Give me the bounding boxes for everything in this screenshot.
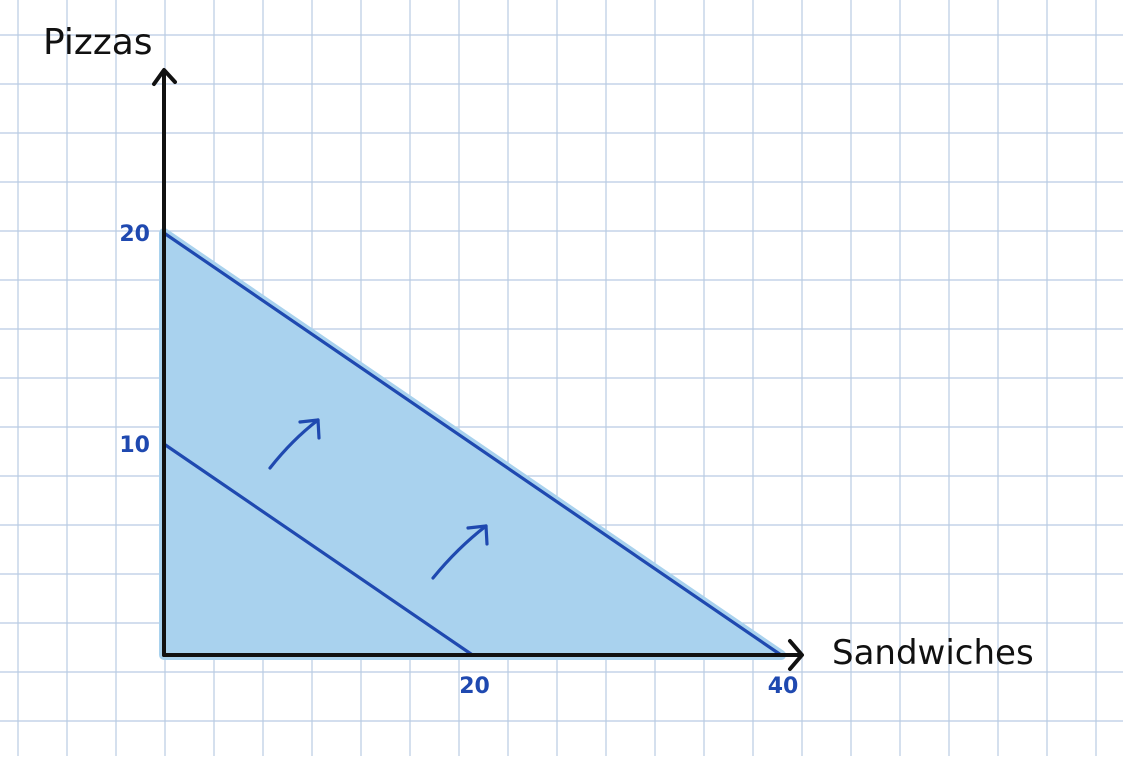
budget-line-2 [162, 231, 783, 657]
y-axis-label: Pizzas [43, 22, 153, 63]
y-tick-label: 20 [119, 222, 150, 247]
x-tick-label: 40 [768, 674, 799, 699]
x-axis-label: Sandwiches [832, 633, 1034, 673]
tick-labels: 10 20 20 40 [119, 222, 798, 699]
arrow-head [298, 418, 321, 440]
arrow-shaft [431, 524, 488, 580]
arrow-head [466, 524, 489, 546]
annotation-arrows [268, 418, 489, 580]
budget-line-1 [162, 442, 475, 657]
x-axis-arrowhead [788, 639, 804, 671]
y-tick-label: 10 [119, 433, 150, 458]
axes [152, 68, 804, 671]
up-right-arrow-icon [431, 524, 489, 580]
up-right-arrow-icon [268, 418, 321, 470]
series-lines [162, 231, 783, 657]
arrow-shaft [268, 418, 320, 470]
x-tick-label: 20 [459, 674, 490, 699]
y-axis-arrowhead [152, 68, 177, 86]
